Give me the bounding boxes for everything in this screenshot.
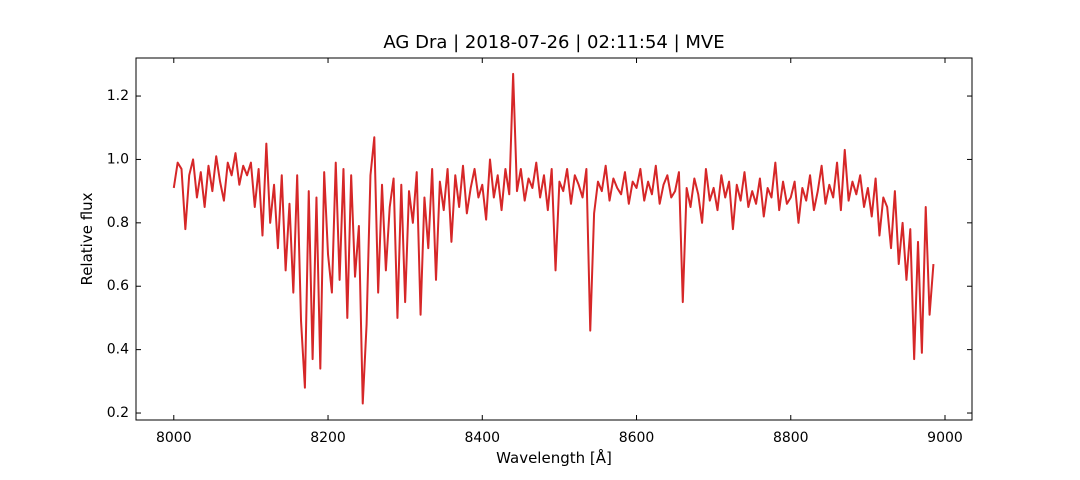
y-tick-label: 1.2	[107, 88, 129, 104]
x-tick-label: 8000	[156, 430, 192, 446]
y-tick-label: 0.4	[107, 342, 129, 358]
x-tick-label: 8200	[310, 430, 346, 446]
y-tick-label: 0.8	[107, 215, 129, 231]
x-tick-label: 8600	[619, 430, 655, 446]
plot-frame	[135, 57, 973, 421]
x-tick-label: 8800	[773, 430, 809, 446]
y-axis-label: Relative flux	[78, 192, 96, 285]
y-tick-label: 0.6	[107, 278, 129, 294]
spectrum-line	[172, 72, 935, 405]
x-tick-label: 9000	[927, 430, 963, 446]
chart-title: AG Dra | 2018-07-26 | 02:11:54 | MVE	[383, 32, 724, 53]
x-tick-label: 8400	[464, 430, 500, 446]
x-axis-label: Wavelength [Å]	[496, 448, 612, 467]
y-tick-label: 1.0	[107, 151, 129, 167]
y-tick-label: 0.2	[107, 405, 129, 421]
